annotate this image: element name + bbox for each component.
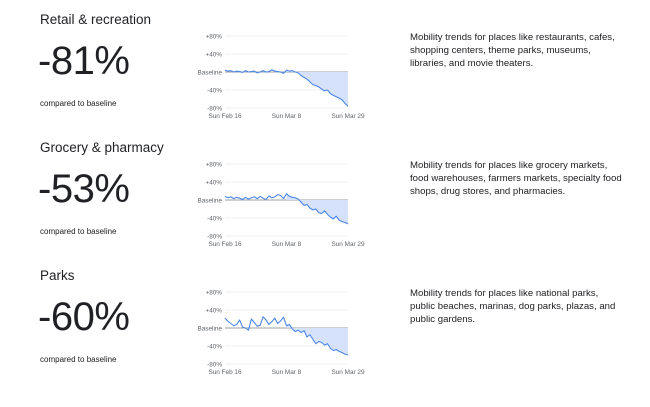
y-tick-label: +40% (205, 180, 222, 187)
x-tick-label: Sun Mar 8 (272, 369, 302, 376)
percent-change: -60% (38, 295, 130, 339)
x-tick-label: Sun Mar 8 (272, 241, 302, 248)
section-retail-recreation: Retail & recreation -81% compared to bas… (0, 12, 650, 140)
percent-change: -53% (38, 167, 130, 211)
y-tick-label: -80% (207, 362, 222, 369)
section-title: Retail & recreation (40, 12, 152, 27)
trend-chart-parks: +80% +40% Baseline -40% -80%Sun Feb 16 Sun Ma… (197, 290, 364, 377)
y-tick-label: +80% (205, 290, 222, 297)
y-tick-label: +40% (205, 52, 222, 59)
x-tick-label: Sun Feb 16 (208, 113, 241, 120)
trend-line (224, 193, 349, 225)
y-tick-label: -40% (207, 344, 222, 351)
trend-area (286, 193, 348, 224)
compare-label: compared to baseline (40, 355, 117, 364)
trend-line (224, 316, 349, 356)
y-tick-label: -80% (207, 106, 222, 113)
y-tick-label: -40% (207, 216, 222, 223)
section-description: Mobility trends for places like restaura… (410, 32, 615, 69)
x-tick-label: Sun Mar 29 (331, 241, 364, 248)
x-tick-label: Sun Feb 16 (208, 241, 241, 248)
x-tick-label: Sun Mar 8 (272, 113, 302, 120)
x-tick-label: Sun Mar 29 (331, 369, 364, 376)
section-grocery-pharmacy: Grocery & pharmacy -53% compared to base… (0, 140, 650, 268)
y-tick-label: Baseline (197, 198, 222, 205)
x-tick-label: Sun Mar 29 (331, 113, 364, 120)
percent-change: -81% (38, 39, 130, 83)
compare-label: compared to baseline (40, 227, 117, 236)
section-parks: Parks -60% compared to baseline +80% +40%… (0, 268, 650, 396)
trend-area (286, 70, 348, 107)
trend-chart-grocery-pharmacy: +80% +40% Baseline -40% -80%Sun Feb 16 Sun Ma… (197, 162, 364, 249)
section-description: Mobility trends for places like grocery … (410, 160, 622, 197)
y-tick-label: Baseline (197, 326, 222, 333)
y-tick-label: -80% (207, 234, 222, 241)
y-tick-label: Baseline (197, 70, 222, 77)
compare-label: compared to baseline (40, 99, 117, 108)
section-title: Parks (40, 268, 75, 283)
trend-area (286, 324, 348, 355)
y-tick-label: +80% (205, 162, 222, 169)
y-tick-label: -40% (207, 88, 222, 95)
y-tick-label: +80% (205, 34, 222, 41)
trend-chart-retail-recreation: +80% +40% Baseline -40% -80%Sun Feb 16 Sun Ma… (197, 34, 364, 121)
x-tick-label: Sun Feb 16 (208, 369, 241, 376)
section-title: Grocery & pharmacy (40, 140, 164, 155)
section-description: Mobility trends for places like national… (410, 288, 616, 325)
trend-line (224, 69, 349, 107)
y-tick-label: +40% (205, 308, 222, 315)
